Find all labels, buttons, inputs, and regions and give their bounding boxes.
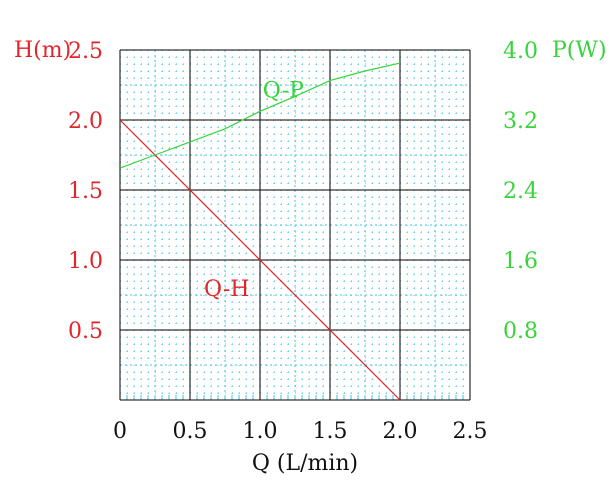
series-label-q-p: Q-P: [263, 78, 304, 103]
right-y-tick-label: 4.0: [503, 39, 538, 64]
right-y-tick-label: 1.6: [503, 249, 538, 274]
major-grid: [119, 49, 471, 401]
series-line-q-h: [119, 119, 401, 401]
left-y-tick-label: 0.5: [68, 319, 103, 344]
x-tick-label: 0.5: [173, 419, 208, 444]
left-y-tick-label: 1.5: [68, 179, 103, 204]
right-y-tick-label: 2.4: [503, 179, 538, 204]
x-tick-label: 1.0: [243, 419, 278, 444]
right-y-tick-label: 0.8: [503, 319, 538, 344]
x-tick-label: 2.5: [453, 419, 488, 444]
right-axis-label: P(W): [552, 38, 607, 63]
series-layer: [119, 62, 401, 401]
left-y-tick-label: 2.5: [68, 39, 103, 64]
series-label-q-h: Q-H: [204, 277, 249, 302]
right-y-tick-label: 3.2: [503, 109, 538, 134]
x-tick-label: 2.0: [383, 419, 418, 444]
labels-layer: Q-H Q-P 0 0.5 1.0 1.5 2.0 2.5 0.5 1.0 1.5 2.0 2.5 0.8…: [68, 39, 538, 444]
x-axis-label: Q (L/min): [252, 451, 358, 476]
left-y-tick-label: 1.0: [68, 249, 103, 274]
left-axis-label: H(m): [14, 38, 71, 63]
left-y-tick-label: 2.0: [68, 109, 103, 134]
x-tick-label: 1.5: [313, 419, 348, 444]
minor-grid: [120, 50, 470, 400]
x-tick-label: 0: [113, 419, 127, 444]
series-line-q-p: [119, 62, 401, 169]
